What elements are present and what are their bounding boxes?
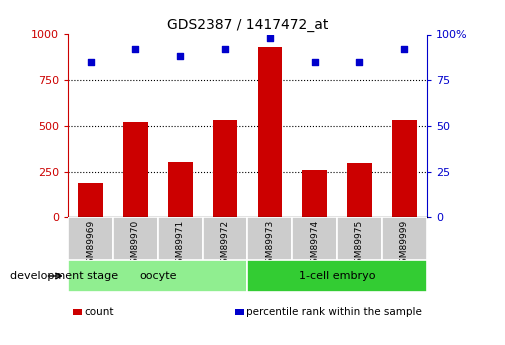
Text: percentile rank within the sample: percentile rank within the sample bbox=[246, 307, 422, 317]
Text: count: count bbox=[84, 307, 114, 317]
Point bbox=[176, 54, 184, 59]
Title: GDS2387 / 1417472_at: GDS2387 / 1417472_at bbox=[167, 18, 328, 32]
Text: GSM89969: GSM89969 bbox=[86, 219, 95, 269]
Text: GSM89974: GSM89974 bbox=[310, 219, 319, 269]
FancyBboxPatch shape bbox=[68, 217, 113, 260]
FancyBboxPatch shape bbox=[247, 217, 292, 260]
Bar bbox=[302, 170, 327, 217]
Point bbox=[86, 59, 94, 65]
Point bbox=[131, 46, 139, 52]
Text: oocyte: oocyte bbox=[139, 271, 177, 281]
Bar bbox=[258, 47, 282, 217]
FancyBboxPatch shape bbox=[113, 217, 158, 260]
Bar bbox=[213, 120, 237, 217]
Text: 1-cell embryo: 1-cell embryo bbox=[299, 271, 375, 281]
FancyBboxPatch shape bbox=[382, 217, 427, 260]
Text: GSM89975: GSM89975 bbox=[355, 219, 364, 269]
Bar bbox=[347, 164, 372, 217]
Text: development stage: development stage bbox=[10, 271, 118, 281]
Point bbox=[266, 36, 274, 41]
Text: GSM89972: GSM89972 bbox=[221, 219, 230, 269]
Bar bbox=[168, 162, 192, 217]
Bar bbox=[78, 183, 103, 217]
Text: GSM89971: GSM89971 bbox=[176, 219, 185, 269]
FancyBboxPatch shape bbox=[337, 217, 382, 260]
Point bbox=[356, 59, 364, 65]
FancyBboxPatch shape bbox=[68, 260, 247, 292]
Text: GSM89999: GSM89999 bbox=[400, 219, 409, 269]
FancyBboxPatch shape bbox=[247, 260, 427, 292]
Text: GSM89973: GSM89973 bbox=[265, 219, 274, 269]
Point bbox=[311, 59, 319, 65]
FancyBboxPatch shape bbox=[292, 217, 337, 260]
Text: GSM89970: GSM89970 bbox=[131, 219, 140, 269]
Point bbox=[221, 46, 229, 52]
FancyBboxPatch shape bbox=[158, 217, 203, 260]
Bar bbox=[123, 122, 148, 217]
Bar bbox=[392, 120, 417, 217]
Point bbox=[400, 46, 409, 52]
FancyBboxPatch shape bbox=[203, 217, 247, 260]
